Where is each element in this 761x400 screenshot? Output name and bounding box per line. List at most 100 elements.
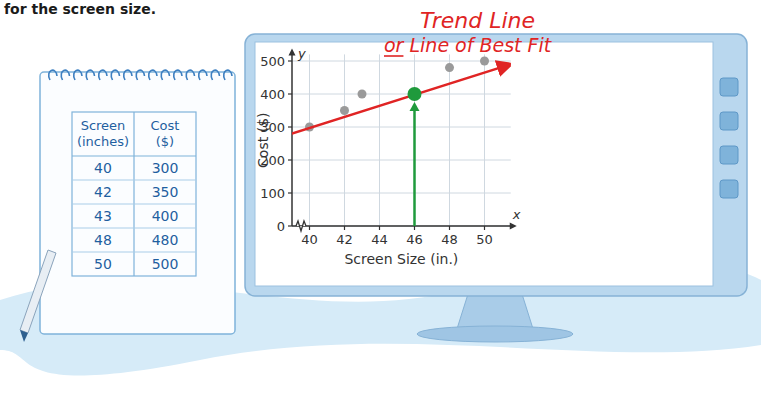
table-header-line-text: (inches) xyxy=(77,134,129,149)
table-header-line-text: ($) xyxy=(156,134,174,149)
spiral-ring xyxy=(174,70,182,80)
screen-icon xyxy=(720,180,738,198)
table-cell: 480 xyxy=(152,232,179,248)
spiral-ring xyxy=(74,70,82,80)
spiral-ring xyxy=(61,70,69,80)
screen-icon xyxy=(720,112,738,130)
spiral-ring xyxy=(211,70,219,80)
x-axis-line xyxy=(292,225,511,227)
y-axis-title: Cost ($) xyxy=(255,112,271,167)
table-row-line xyxy=(72,204,196,205)
grid-line-x xyxy=(379,54,380,226)
x-tick-label: 50 xyxy=(476,232,493,247)
grid-line-x xyxy=(449,54,450,226)
chart: 4042444648500100200300400500Screen Size … xyxy=(255,8,553,267)
pen-tip xyxy=(20,330,28,342)
spiral-ring xyxy=(161,70,169,80)
x-tick xyxy=(344,226,345,230)
notepad-page xyxy=(40,72,235,334)
x-tick-label: 42 xyxy=(336,232,353,247)
grid-line-x xyxy=(344,54,345,226)
screen-icon xyxy=(720,146,738,164)
x-tick-label: 48 xyxy=(441,232,458,247)
y-tick xyxy=(288,93,292,94)
table-cell: 48 xyxy=(94,232,112,248)
canvas: for the screen size.Screen(inches)Cost($… xyxy=(0,0,761,400)
axis-break xyxy=(296,221,306,231)
grid-line-y xyxy=(292,127,511,128)
table-header: Cost($) xyxy=(151,118,180,149)
y-tick-label: 500 xyxy=(260,54,285,69)
x-tick-label: 40 xyxy=(301,232,318,247)
notepad xyxy=(20,70,235,342)
table-column-line xyxy=(133,112,134,276)
y-tick-label: 400 xyxy=(260,87,285,102)
table-cell: 300 xyxy=(152,160,179,176)
spiral-ring xyxy=(49,70,57,80)
table-cell: 400 xyxy=(152,208,179,224)
monitor-base xyxy=(417,326,573,342)
grid-line-x xyxy=(309,54,310,226)
monitor-screen xyxy=(255,42,713,286)
spiral-ring xyxy=(86,70,94,80)
highlight-arrow xyxy=(413,106,416,226)
spiral-ring xyxy=(149,70,157,80)
table-header-line xyxy=(72,155,196,156)
data-table: Screen(inches)Cost($)4030042350434004848… xyxy=(72,112,196,276)
y-axis-arrow xyxy=(289,48,296,55)
monitor xyxy=(245,34,747,342)
table-header-line-text: Cost xyxy=(151,118,180,133)
trend-line xyxy=(292,64,511,133)
y-tick-label: 0 xyxy=(277,219,285,234)
x-axis-symbol: x xyxy=(512,207,521,222)
plot-area xyxy=(292,57,511,227)
x-axis-title: Screen Size (in.) xyxy=(344,251,458,267)
y-axis-line xyxy=(291,54,293,226)
table-cell: 42 xyxy=(94,184,112,200)
spiral-ring xyxy=(136,70,144,80)
x-axis-arrow xyxy=(510,223,517,230)
grid-line-y xyxy=(292,61,511,62)
table-cell: 43 xyxy=(94,208,112,224)
y-tick xyxy=(288,192,292,193)
table-cell: 40 xyxy=(94,160,112,176)
spiral-ring xyxy=(199,70,207,80)
scatter-point xyxy=(445,63,454,72)
y-tick xyxy=(288,225,292,226)
screen-icon xyxy=(720,78,738,96)
annotation-underline xyxy=(384,55,403,57)
grid-line-y xyxy=(292,226,511,227)
scatter-point xyxy=(480,57,489,66)
spiral-ring xyxy=(111,70,119,80)
table-border xyxy=(72,112,196,276)
y-axis-symbol: y xyxy=(297,46,306,61)
spiral-ring xyxy=(224,70,232,80)
grid-line-y xyxy=(292,160,511,161)
spiral-ring xyxy=(124,70,132,80)
spiral-ring xyxy=(186,70,194,80)
annotation-subtitle: or Line of Best Fit xyxy=(384,34,553,56)
monitor-bezel xyxy=(245,34,747,296)
grid-line-y xyxy=(292,193,511,194)
x-tick xyxy=(449,226,450,230)
x-tick xyxy=(309,226,310,230)
grid-line-y xyxy=(292,94,511,95)
table-row-line xyxy=(72,228,196,229)
y-tick xyxy=(288,159,292,160)
spiral-ring xyxy=(99,70,107,80)
x-tick xyxy=(379,226,380,230)
table-header-line-text: Screen xyxy=(81,118,126,133)
x-tick xyxy=(414,226,415,230)
x-tick-label: 44 xyxy=(371,232,388,247)
scatter-point xyxy=(358,90,367,99)
x-tick xyxy=(484,226,485,230)
grid-line-x xyxy=(414,54,415,226)
table-cell: 50 xyxy=(94,256,112,272)
table-header: Screen(inches) xyxy=(77,118,129,149)
x-tick-label: 46 xyxy=(406,232,423,247)
y-tick xyxy=(288,60,292,61)
pen xyxy=(20,250,56,333)
table-row-line xyxy=(72,180,196,181)
highlight-point xyxy=(408,87,422,101)
table-cell: 500 xyxy=(152,256,179,272)
